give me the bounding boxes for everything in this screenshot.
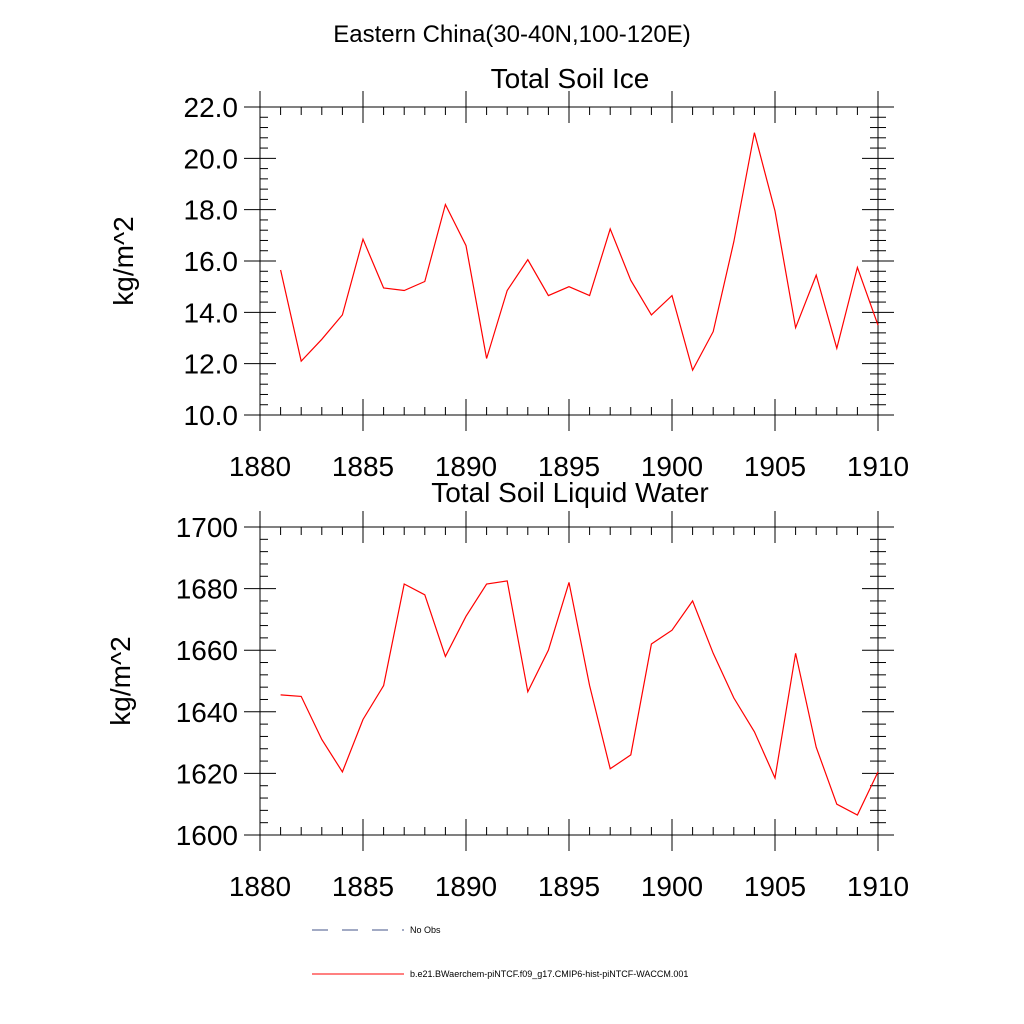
y-tick-label: 18.0 <box>184 195 239 226</box>
figure-title: Eastern China(30-40N,100-120E) <box>333 21 691 48</box>
y-tick-label: 1620 <box>176 758 238 789</box>
y-tick-label: 1680 <box>176 574 238 605</box>
x-tick-label: 1880 <box>229 451 291 482</box>
y-tick-label: 10.0 <box>184 400 239 431</box>
panel-title: Total Soil Ice <box>491 63 650 94</box>
x-tick-label: 1885 <box>332 451 394 482</box>
panel-total-soil-ice: Total Soil Ice kg/m^2 1880 1885 1890 1895 19… <box>108 63 909 482</box>
y-tick-label: 16.0 <box>184 246 239 277</box>
x-tick-label: 1905 <box>744 451 806 482</box>
y-tick-label: 20.0 <box>184 143 239 174</box>
legend-label-model: b.e21.BWaerchem-piNTCF.f09_g17.CMIP6-his… <box>410 969 688 979</box>
x-tick-label: 1895 <box>538 451 600 482</box>
x-tick-label: 1885 <box>332 871 394 902</box>
x-tick-label: 1910 <box>847 871 909 902</box>
panel-total-soil-liquid-water: Total Soil Liquid Water kg/m^2 1880 1885 1… <box>105 477 909 902</box>
series-line <box>280 132 879 372</box>
y-tick-label: 1640 <box>176 697 238 728</box>
y-tick-label: 1600 <box>176 820 238 851</box>
y-tick-label: 12.0 <box>184 349 239 380</box>
y-tick-label: 1660 <box>176 635 238 666</box>
series-line <box>280 580 879 816</box>
y-tick-label: 14.0 <box>184 297 239 328</box>
x-tick-label: 1895 <box>538 871 600 902</box>
x-tick-label: 1890 <box>435 871 497 902</box>
y-tick-label: 1700 <box>176 512 238 543</box>
y-axis-label: kg/m^2 <box>105 636 136 725</box>
panel-title: Total Soil Liquid Water <box>431 477 709 508</box>
x-tick-label: 1910 <box>847 451 909 482</box>
x-tick-label: 1905 <box>744 871 806 902</box>
x-tick-label: 1900 <box>641 451 703 482</box>
legend-label-no-obs: No Obs <box>410 925 441 935</box>
y-tick-label: 22.0 <box>184 92 239 123</box>
legend: No Obs b.e21.BWaerchem-piNTCF.f09_g17.CM… <box>312 925 688 979</box>
x-tick-label: 1880 <box>229 871 291 902</box>
x-tick-label: 1900 <box>641 871 703 902</box>
y-axis-label: kg/m^2 <box>108 216 139 305</box>
x-tick-label: 1890 <box>435 451 497 482</box>
